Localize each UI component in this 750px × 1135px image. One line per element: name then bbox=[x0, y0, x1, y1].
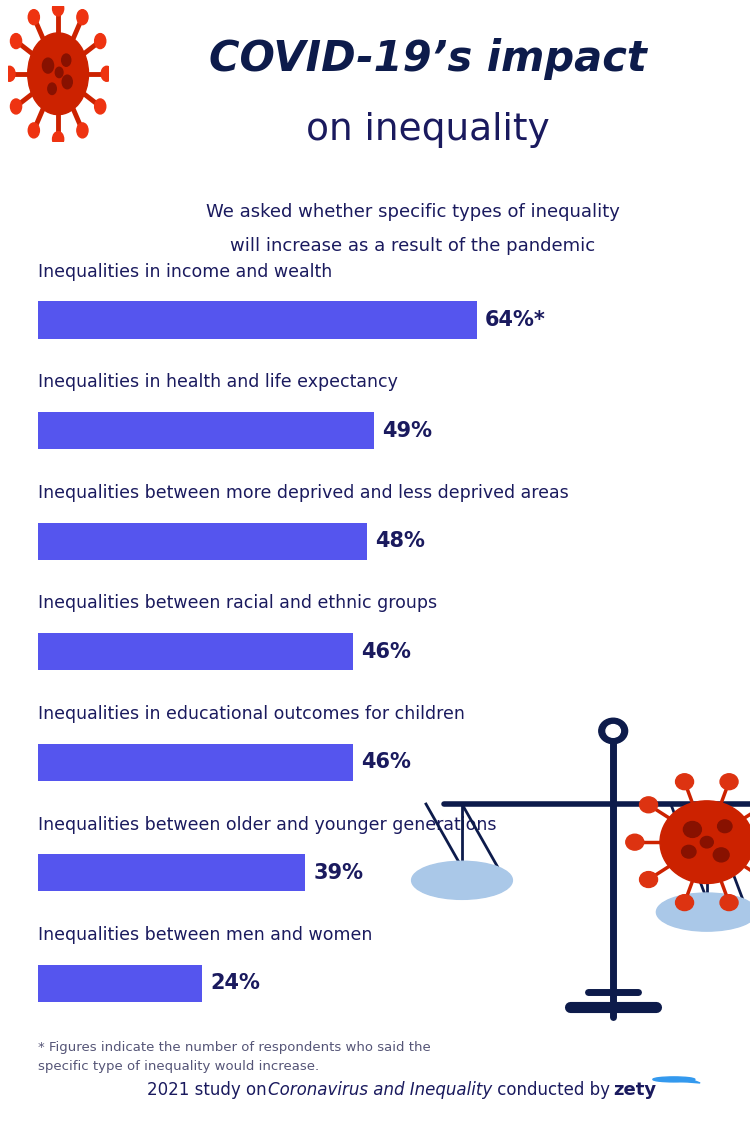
Ellipse shape bbox=[656, 893, 750, 931]
Circle shape bbox=[676, 894, 694, 910]
Text: will increase as a result of the pandemic: will increase as a result of the pandemi… bbox=[230, 237, 595, 254]
Circle shape bbox=[683, 822, 701, 838]
Text: Inequalities in health and life expectancy: Inequalities in health and life expectan… bbox=[38, 373, 398, 392]
Circle shape bbox=[640, 797, 658, 813]
FancyBboxPatch shape bbox=[38, 855, 305, 891]
Text: * Figures indicate the number of respondents who said the
specific type of inequ: * Figures indicate the number of respond… bbox=[38, 1041, 430, 1073]
Text: 24%: 24% bbox=[210, 974, 260, 993]
FancyBboxPatch shape bbox=[38, 302, 477, 338]
FancyBboxPatch shape bbox=[38, 965, 203, 1002]
Text: 46%: 46% bbox=[362, 753, 411, 772]
Circle shape bbox=[62, 54, 70, 66]
Circle shape bbox=[676, 774, 694, 790]
Ellipse shape bbox=[412, 861, 512, 899]
Circle shape bbox=[713, 848, 729, 861]
Text: Inequalities between older and younger generations: Inequalities between older and younger g… bbox=[38, 816, 496, 833]
Circle shape bbox=[682, 846, 696, 858]
Circle shape bbox=[720, 774, 738, 790]
FancyBboxPatch shape bbox=[38, 743, 353, 781]
Circle shape bbox=[28, 123, 40, 137]
Circle shape bbox=[43, 58, 53, 73]
Polygon shape bbox=[666, 1078, 700, 1083]
Circle shape bbox=[720, 894, 738, 910]
Circle shape bbox=[10, 99, 22, 114]
Text: zety: zety bbox=[614, 1082, 656, 1099]
Text: on inequality: on inequality bbox=[305, 112, 549, 148]
Text: 64%*: 64%* bbox=[484, 310, 545, 330]
Circle shape bbox=[94, 34, 106, 49]
Text: Inequalities between men and women: Inequalities between men and women bbox=[38, 926, 372, 944]
Circle shape bbox=[10, 34, 22, 49]
Circle shape bbox=[53, 1, 64, 16]
Circle shape bbox=[56, 67, 63, 77]
Text: We asked whether specific types of inequality: We asked whether specific types of inequ… bbox=[206, 202, 620, 220]
Text: 39%: 39% bbox=[313, 863, 363, 883]
Circle shape bbox=[606, 724, 620, 738]
Circle shape bbox=[598, 718, 628, 743]
Circle shape bbox=[94, 99, 106, 114]
FancyBboxPatch shape bbox=[38, 522, 367, 560]
FancyBboxPatch shape bbox=[38, 633, 353, 671]
Text: Coronavirus and Inequality: Coronavirus and Inequality bbox=[268, 1082, 492, 1099]
Text: 48%: 48% bbox=[375, 531, 424, 552]
Circle shape bbox=[101, 66, 112, 82]
Circle shape bbox=[28, 10, 40, 25]
Text: conducted by: conducted by bbox=[492, 1082, 616, 1099]
Circle shape bbox=[28, 33, 88, 115]
Text: Inequalities between racial and ethnic groups: Inequalities between racial and ethnic g… bbox=[38, 595, 436, 613]
Circle shape bbox=[640, 872, 658, 888]
Circle shape bbox=[76, 123, 88, 137]
Text: Inequalities in educational outcomes for children: Inequalities in educational outcomes for… bbox=[38, 705, 464, 723]
Circle shape bbox=[626, 834, 644, 850]
Circle shape bbox=[700, 836, 713, 848]
Text: Inequalities in income and wealth: Inequalities in income and wealth bbox=[38, 262, 332, 280]
Text: Inequalities between more deprived and less deprived areas: Inequalities between more deprived and l… bbox=[38, 484, 568, 502]
Text: 46%: 46% bbox=[362, 641, 411, 662]
Circle shape bbox=[62, 75, 72, 89]
Text: 2021 study on: 2021 study on bbox=[147, 1082, 272, 1099]
Circle shape bbox=[660, 801, 750, 883]
Circle shape bbox=[53, 132, 64, 146]
Text: 49%: 49% bbox=[382, 420, 432, 440]
FancyBboxPatch shape bbox=[38, 412, 374, 449]
Circle shape bbox=[76, 10, 88, 25]
Circle shape bbox=[48, 83, 56, 94]
Circle shape bbox=[653, 1077, 695, 1082]
Circle shape bbox=[718, 819, 732, 833]
Text: COVID-19’s impact: COVID-19’s impact bbox=[209, 39, 646, 81]
Circle shape bbox=[4, 66, 15, 82]
